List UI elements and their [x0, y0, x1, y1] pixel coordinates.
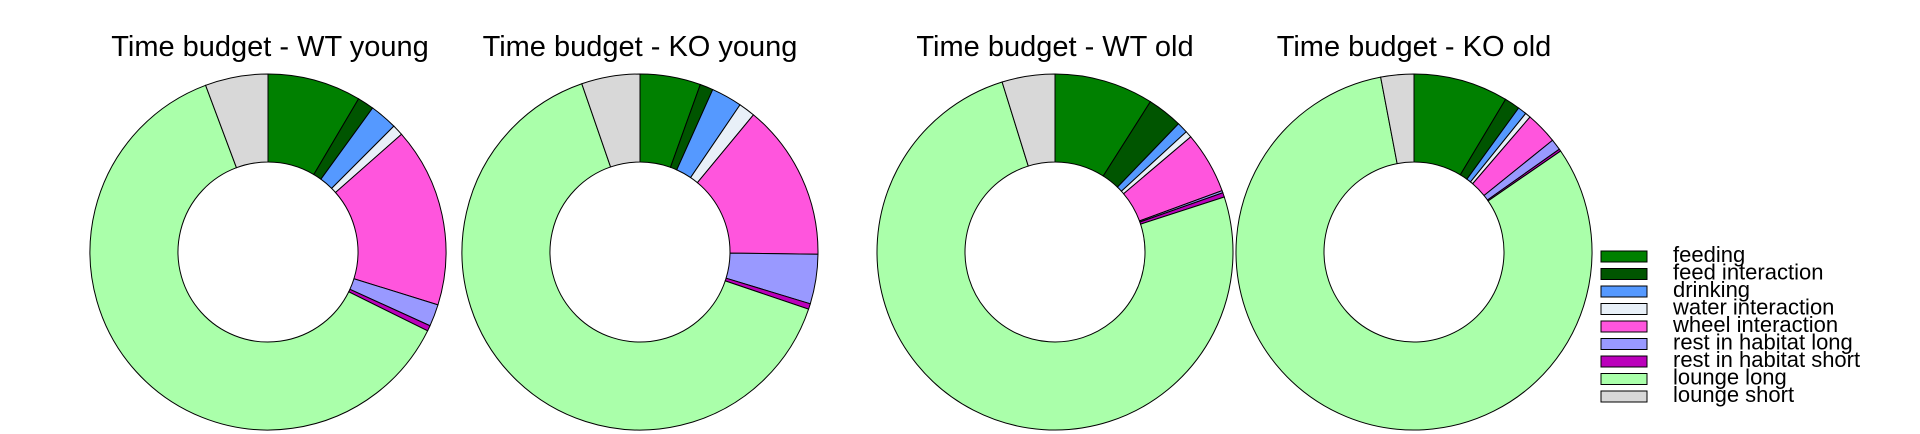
legend-item: rest in habitat long [1600, 330, 1853, 355]
slice-lounge-short [1380, 73, 1415, 165]
legend-item: rest in habitat short [1600, 347, 1860, 372]
legend-swatch [1600, 303, 1648, 315]
donut-chart-3: Time budget - WT old [876, 31, 1234, 431]
legend-item: water interaction [1600, 295, 1834, 320]
chart-title: Time budget - KO old [1277, 31, 1552, 63]
chart-title: Time budget - WT young [111, 31, 429, 63]
legend-swatch [1600, 355, 1648, 368]
slice-lounge-short [1001, 73, 1056, 167]
legend-label: rest in habitat short [1673, 347, 1860, 372]
slice-lounge-long [461, 83, 810, 431]
slice-lounge-short [581, 73, 641, 168]
legend-swatch [1600, 320, 1648, 333]
donut-charts: Time budget - WT young Time budget - KO y… [89, 31, 1593, 431]
legend-item: lounge short [1600, 382, 1794, 407]
legend-label: drinking [1673, 277, 1750, 302]
legend-label: feed interaction [1673, 260, 1823, 285]
legend-swatch [1600, 373, 1648, 385]
slice-lounge-long [876, 81, 1234, 431]
legend-item: feed interaction [1600, 260, 1823, 285]
legend-item: wheel interaction [1600, 312, 1838, 337]
legend-item: drinking [1600, 277, 1750, 302]
legend-label: lounge long [1673, 365, 1787, 390]
chart-title: Time budget - KO young [483, 31, 798, 63]
slice-lounge-long [89, 84, 429, 431]
slice-wheel-interaction [334, 133, 447, 306]
legend-swatch [1600, 250, 1648, 263]
slice-lounge-long [1235, 76, 1593, 431]
donut-chart-4: Time budget - KO old [1235, 31, 1593, 431]
donut-chart-2: Time budget - KO young [461, 31, 819, 431]
legend-label: water interaction [1672, 295, 1834, 320]
legend-label: rest in habitat long [1673, 330, 1853, 355]
legend-swatch [1600, 285, 1648, 298]
legend-item: feeding [1600, 242, 1745, 267]
legend-label: lounge short [1673, 382, 1794, 407]
legend-swatch [1600, 390, 1648, 403]
legend-label: feeding [1673, 242, 1745, 267]
legend-swatch [1600, 268, 1648, 280]
slice-lounge-short [204, 73, 269, 169]
donut-chart-1: Time budget - WT young [89, 31, 447, 431]
legend-item: lounge long [1600, 365, 1787, 390]
legend-label: wheel interaction [1672, 312, 1838, 337]
legend-swatch [1600, 338, 1648, 350]
chart-title: Time budget - WT old [916, 31, 1193, 63]
